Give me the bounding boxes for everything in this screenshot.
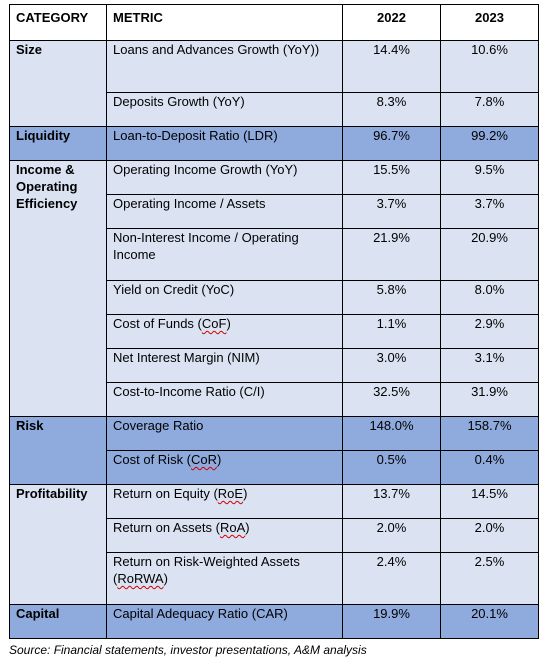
- category-cell: Profitability: [9, 484, 107, 605]
- category-cell: Liquidity: [9, 126, 107, 161]
- category-cell: Risk: [9, 416, 107, 485]
- value-2023: 99.2%: [440, 126, 539, 161]
- metric-cell: Return on Assets (RoA): [106, 518, 343, 553]
- value-2022: 8.3%: [342, 92, 441, 127]
- value-2022: 2.0%: [342, 518, 441, 553]
- category-cell: Income & Operating Efficiency: [9, 160, 107, 417]
- table-row: Return on Assets (RoA) 2.0% 2.0%: [10, 518, 539, 553]
- table-row: Cost-to-Income Ratio (C/I) 32.5% 31.9%: [10, 382, 539, 417]
- metric-abbreviation: RoE: [217, 486, 244, 501]
- metric-abbreviation: RoRWA: [117, 571, 164, 586]
- value-2022: 96.7%: [342, 126, 441, 161]
- header-row: CATEGORY METRIC 2022 2023: [9, 4, 539, 41]
- header-year-2022: 2022: [342, 4, 441, 41]
- header-year-2023: 2023: [440, 4, 539, 41]
- metric-cell: Loan-to-Deposit Ratio (LDR): [106, 126, 343, 161]
- table-row: Liquidity Loan-to-Deposit Ratio (LDR) 96.7…: [9, 126, 539, 161]
- metric-cell: Yield on Credit (YoC): [106, 280, 343, 315]
- value-2022: 13.7%: [342, 484, 441, 519]
- header-category: CATEGORY: [9, 4, 107, 41]
- metric-cell: Non-Interest Income / Operating Income: [106, 228, 343, 281]
- table-row: Return on Risk-Weighted Assets (RoRWA) 2.…: [10, 552, 539, 605]
- value-2022: 3.7%: [342, 194, 441, 229]
- metric-text-end: ): [217, 452, 222, 467]
- value-2022: 21.9%: [342, 228, 441, 281]
- metric-cell: Net Interest Margin (NIM): [106, 348, 343, 383]
- value-2023: 2.9%: [440, 314, 539, 349]
- metric-cell: Deposits Growth (YoY): [106, 92, 343, 127]
- value-2023: 10.6%: [440, 40, 539, 93]
- value-2022: 5.8%: [342, 280, 441, 315]
- value-2023: 20.1%: [440, 604, 539, 639]
- metric-text: Return on Risk-Weighted Assets (: [113, 554, 300, 586]
- metric-text: Cost of Risk (: [113, 452, 192, 467]
- metric-cell: Coverage Ratio: [106, 416, 343, 451]
- value-2023: 20.9%: [440, 228, 539, 281]
- metrics-table: CATEGORY METRIC 2022 2023 Size Loans and …: [9, 4, 539, 639]
- value-2023: 9.5%: [440, 160, 539, 195]
- metric-text: Return on Assets (: [113, 520, 220, 535]
- value-2022: 3.0%: [342, 348, 441, 383]
- table-row: Net Interest Margin (NIM) 3.0% 3.1%: [10, 348, 539, 383]
- value-2022: 2.4%: [342, 552, 441, 605]
- metric-cell: Return on Equity (RoE): [106, 484, 343, 519]
- metric-text-end: ): [243, 486, 248, 501]
- table-row: Size Loans and Advances Growth (YoY)) 14.4…: [9, 40, 539, 127]
- metric-cell: Loans and Advances Growth (YoY)): [106, 40, 343, 93]
- table-row: Non-Interest Income / Operating Income 21…: [10, 228, 539, 281]
- metric-cell: Return on Risk-Weighted Assets (RoRWA): [106, 552, 343, 605]
- value-2023: 158.7%: [440, 416, 539, 451]
- value-2022: 15.5%: [342, 160, 441, 195]
- value-2023: 14.5%: [440, 484, 539, 519]
- table-row: Risk Coverage Ratio 148.0% 158.7%: [9, 416, 539, 485]
- table-row: Deposits Growth (YoY) 8.3% 7.8%: [10, 92, 539, 127]
- value-2023: 2.0%: [440, 518, 539, 553]
- table-header: CATEGORY METRIC 2022 2023: [9, 4, 539, 41]
- value-2023: 2.5%: [440, 552, 539, 605]
- value-2022: 0.5%: [342, 450, 441, 485]
- metric-text-end: ): [163, 571, 168, 586]
- metric-cell: Capital Adequacy Ratio (CAR): [106, 604, 343, 639]
- metric-abbreviation: CoR: [191, 452, 218, 467]
- value-2023: 8.0%: [440, 280, 539, 315]
- value-2022: 1.1%: [342, 314, 441, 349]
- header-metric: METRIC: [106, 4, 343, 41]
- metric-cell: Cost of Risk (CoR): [106, 450, 343, 485]
- value-2023: 3.7%: [440, 194, 539, 229]
- metric-text: Cost of Funds (: [113, 316, 202, 331]
- category-cell: Capital: [9, 604, 107, 639]
- value-2023: 3.1%: [440, 348, 539, 383]
- table-row: Operating Income / Assets 3.7% 3.7%: [10, 194, 539, 229]
- metric-abbreviation: CoF: [201, 316, 227, 331]
- source-note: Source: Financial statements, investor p…: [9, 643, 367, 657]
- table-row: Cost of Risk (CoR) 0.5% 0.4%: [10, 450, 539, 485]
- value-2023: 0.4%: [440, 450, 539, 485]
- metric-abbreviation: RoA: [219, 520, 246, 535]
- table-row: Yield on Credit (YoC) 5.8% 8.0%: [10, 280, 539, 315]
- value-2022: 14.4%: [342, 40, 441, 93]
- table-row: Capital Capital Adequacy Ratio (CAR) 19.9%…: [9, 604, 539, 639]
- category-cell: Size: [9, 40, 107, 127]
- metric-cell: Cost-to-Income Ratio (C/I): [106, 382, 343, 417]
- table-body: Size Loans and Advances Growth (YoY)) 14.4…: [9, 40, 539, 639]
- value-2022: 19.9%: [342, 604, 441, 639]
- table-row: Profitability Return on Equity (RoE) 13.7%…: [9, 484, 539, 605]
- value-2023: 31.9%: [440, 382, 539, 417]
- metric-text-end: ): [226, 316, 231, 331]
- metric-cell: Operating Income Growth (YoY): [106, 160, 343, 195]
- value-2023: 7.8%: [440, 92, 539, 127]
- table-row: Cost of Funds (CoF) 1.1% 2.9%: [10, 314, 539, 349]
- value-2022: 32.5%: [342, 382, 441, 417]
- metric-text: Return on Equity (: [113, 486, 218, 501]
- metric-cell: Operating Income / Assets: [106, 194, 343, 229]
- value-2022: 148.0%: [342, 416, 441, 451]
- metric-cell: Cost of Funds (CoF): [106, 314, 343, 349]
- metric-text-end: ): [245, 520, 250, 535]
- table-row: Income & Operating Efficiency Operating I…: [9, 160, 539, 417]
